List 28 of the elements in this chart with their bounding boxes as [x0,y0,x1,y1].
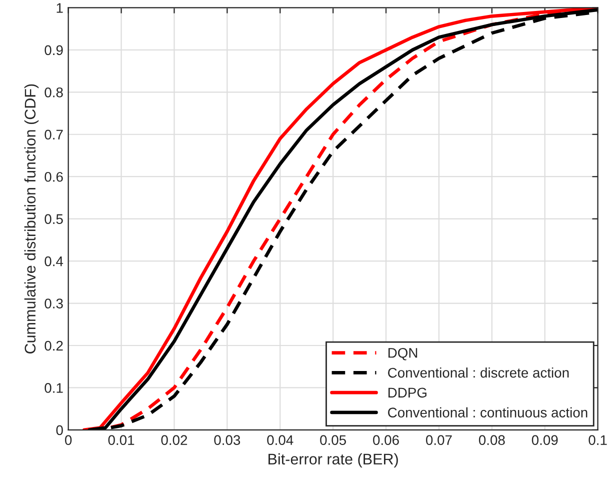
legend-label: DQN [388,348,418,360]
y-tick-label: 0.2 [44,340,63,351]
x-tick-label: 0.01 [108,435,134,446]
x-tick-label: 0.05 [320,435,346,446]
x-tick-label: 0.03 [214,435,240,446]
y-tick-label: 0.7 [44,130,63,140]
legend-label: Conventional : continuous action [388,407,588,418]
x-tick-label: 0 [65,435,72,446]
y-tick-label: 0.3 [44,298,63,308]
y-tick-label: 0.4 [44,256,64,266]
x-tick-label: 0.07 [426,435,452,446]
legend-label: Conventional : discrete action [388,367,569,378]
y-tick-label: 0.9 [44,45,63,56]
x-tick-label: 0.06 [373,435,399,446]
y-tick-label: 0.8 [44,87,63,98]
x-axis-title: Bit-error rate (BER) [268,453,398,468]
y-tick-label: 0.5 [44,214,63,224]
x-tick-label: 0.08 [478,435,505,446]
y-tick-label: 0.6 [44,172,63,182]
y-axis-title: Cummulative distribution function (CDF) [24,84,39,354]
x-tick-label: 0.09 [532,435,558,446]
x-tick-label: 0.02 [161,435,188,446]
x-tick-label: 0.1 [588,435,607,446]
y-tick-label: 0.1 [44,383,63,393]
y-tick-label: 1 [56,3,63,13]
y-tick-label: 0 [56,425,63,436]
x-tick-label: 0.04 [267,435,294,446]
legend-label: DDPG [388,388,426,398]
